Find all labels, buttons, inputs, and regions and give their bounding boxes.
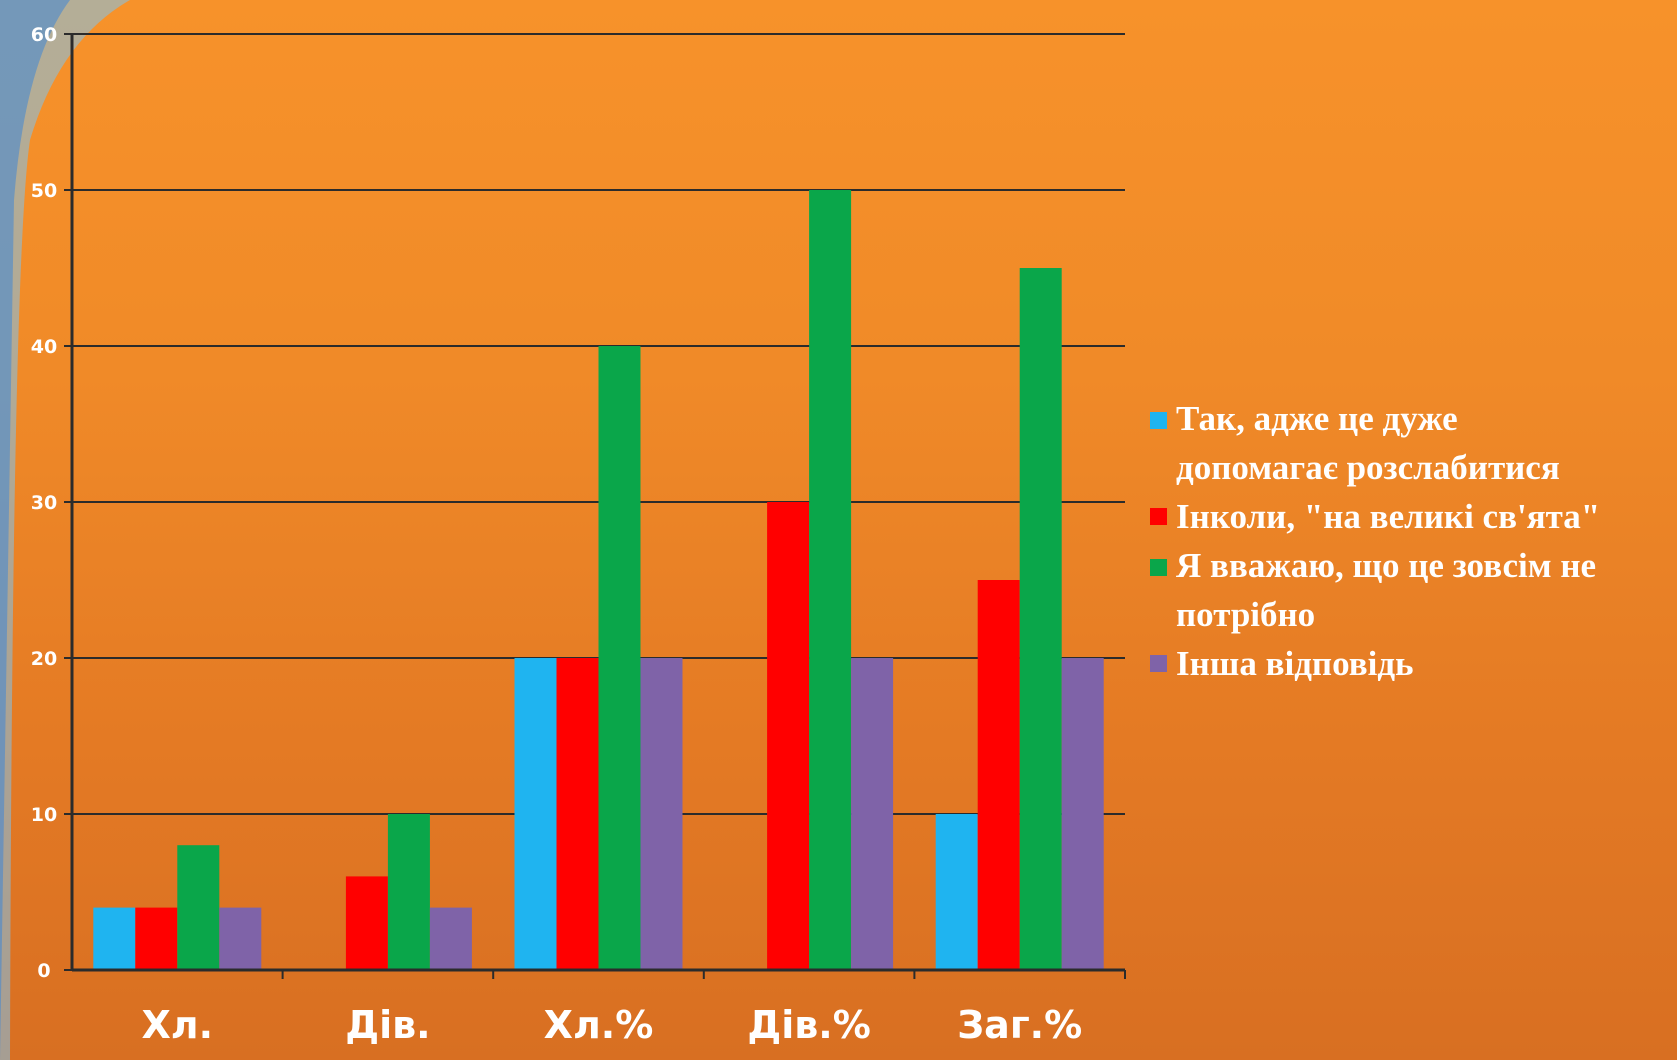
bar <box>387 814 430 970</box>
legend-item: Інколи, "на великі св'ята" <box>1150 492 1670 541</box>
legend-swatch <box>1150 508 1167 525</box>
bar <box>598 346 641 970</box>
y-tick-label: 50 <box>31 180 57 202</box>
bar <box>809 190 852 970</box>
y-tick-label: 20 <box>31 648 57 670</box>
bar <box>556 658 599 970</box>
bar <box>767 502 810 970</box>
bar <box>93 907 136 970</box>
legend-label: Інколи, "на великі св'ята" <box>1176 497 1601 536</box>
bar <box>935 814 978 970</box>
y-tick-label: 60 <box>31 24 57 46</box>
y-tick-label: 40 <box>31 336 57 358</box>
y-tick-label: 0 <box>37 960 50 982</box>
legend-item: Так, адже це дуже допомагає розслабитися <box>1150 394 1670 492</box>
x-category-label: Дів. <box>345 1003 430 1047</box>
y-tick-label: 10 <box>31 804 57 826</box>
legend-item: Я вважаю, що це зовсім не потрібно <box>1150 541 1670 639</box>
bar <box>851 658 894 970</box>
x-category-label: Дів.% <box>747 1003 870 1047</box>
bar <box>345 876 388 970</box>
legend-label: Інша відповідь <box>1176 644 1414 683</box>
legend-item: Інша відповідь <box>1150 639 1670 688</box>
legend: Так, адже це дуже допомагає розслабитися І… <box>1150 394 1670 688</box>
x-category-label: Хл. <box>142 1003 214 1047</box>
bar <box>135 907 178 970</box>
y-tick-label: 30 <box>31 492 57 514</box>
x-category-labels: Хл. Дів. Хл.% Дів.% Заг.% <box>142 1003 1083 1047</box>
legend-swatch <box>1150 655 1167 672</box>
bar <box>219 907 262 970</box>
legend-label: Так, адже це дуже <box>1176 399 1458 438</box>
bars <box>93 190 1104 970</box>
bar <box>640 658 683 970</box>
legend-label: Я вважаю, що це зовсім не <box>1176 546 1597 585</box>
legend-swatch <box>1150 412 1167 429</box>
bar <box>977 580 1020 970</box>
legend-swatch <box>1150 559 1167 576</box>
axes <box>64 33 1126 979</box>
bar <box>1061 658 1104 970</box>
bar <box>514 658 557 970</box>
legend-label: потрібно <box>1176 595 1316 634</box>
y-tick-labels: 0 10 20 30 40 50 60 <box>31 24 57 982</box>
bar <box>429 907 472 970</box>
x-category-label: Заг.% <box>957 1003 1082 1047</box>
bar <box>177 845 220 970</box>
x-category-label: Хл.% <box>544 1003 654 1047</box>
bar <box>1019 268 1062 970</box>
legend-label: допомагає розслабитися <box>1176 448 1560 487</box>
